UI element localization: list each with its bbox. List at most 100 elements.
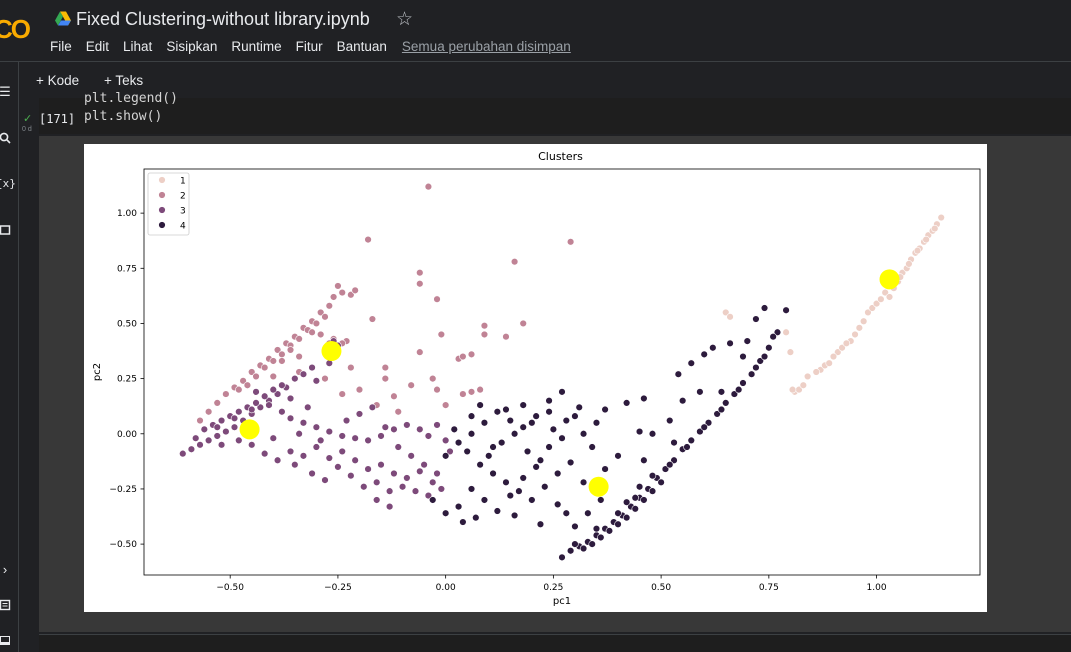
scatter-point-cluster-1 xyxy=(864,308,872,317)
scatter-point-cluster-2 xyxy=(433,295,441,303)
menu-view[interactable]: Lihat xyxy=(123,39,153,54)
legend-label-1: 1 xyxy=(180,177,186,187)
x-tick-label: 0.00 xyxy=(436,583,456,593)
scatter-point-cluster-4 xyxy=(558,388,566,396)
cell-output: Clusters −0.50 −0.25 0.00 0.25 0.50 0.75 1.00 … xyxy=(39,136,1071,632)
y-tick-label: 0.50 xyxy=(117,319,137,329)
scatter-point-cluster-4 xyxy=(670,456,678,464)
legend-label-3: 3 xyxy=(180,207,186,217)
scatter-point-cluster-4 xyxy=(497,438,506,447)
code-line[interactable]: plt.show() xyxy=(84,109,163,124)
scatter-point-cluster-3 xyxy=(321,476,329,484)
scatter-point-cluster-4 xyxy=(760,304,769,312)
scatter-figure: Clusters −0.50 −0.25 0.00 0.25 0.50 0.75 1.00 … xyxy=(84,144,987,612)
scatter-point-cluster-4 xyxy=(670,438,678,447)
scatter-point-cluster-4 xyxy=(605,527,614,535)
star-icon[interactable]: ☆ xyxy=(396,9,414,30)
scatter-point-cluster-4 xyxy=(579,430,588,438)
scatter-point-cluster-1 xyxy=(937,213,945,222)
scatter-point-cluster-4 xyxy=(601,405,609,414)
scatter-point-cluster-4 xyxy=(631,494,639,502)
scatter-point-cluster-2 xyxy=(295,335,303,343)
scatter-point-cluster-1 xyxy=(838,344,846,352)
scatter-point-cluster-4 xyxy=(502,405,510,414)
scatter-point-cluster-2 xyxy=(325,302,333,310)
scatter-point-cluster-3 xyxy=(411,487,420,495)
scatter-point-cluster-4 xyxy=(579,544,588,553)
add-text-button[interactable]: + Teks xyxy=(104,73,144,88)
scatter-point-cluster-4 xyxy=(752,363,760,372)
search-icon[interactable] xyxy=(0,132,14,147)
scatter-point-cluster-4 xyxy=(635,483,644,491)
terminal-icon[interactable] xyxy=(0,634,14,649)
menu-tools[interactable]: Fitur xyxy=(295,39,323,54)
scatter-point-cluster-3 xyxy=(338,432,346,440)
code-line[interactable]: plt.legend() xyxy=(84,91,178,106)
scatter-point-cluster-4 xyxy=(450,425,458,434)
scatter-point-cluster-3 xyxy=(368,403,377,412)
scatter-point-cluster-3 xyxy=(377,460,385,469)
code-editor[interactable]: plt.legend() plt.show() xyxy=(39,91,1071,134)
scatter-point-cluster-4 xyxy=(536,456,545,464)
scatter-point-cluster-4 xyxy=(769,332,777,341)
colab-logo[interactable]: CO xyxy=(0,14,31,44)
add-code-button[interactable]: + Kode xyxy=(36,73,80,88)
menu-runtime[interactable]: Runtime xyxy=(231,39,282,54)
scatter-point-cluster-4 xyxy=(743,337,751,345)
scatter-point-cluster-3 xyxy=(385,502,394,511)
scatter-point-cluster-3 xyxy=(295,430,303,438)
scatter-point-cluster-4 xyxy=(480,496,489,504)
scatter-point-cluster-4 xyxy=(467,430,476,438)
scatter-point-cluster-2 xyxy=(416,269,424,277)
next-code-cell[interactable] xyxy=(39,634,1071,652)
scatter-point-cluster-1 xyxy=(788,385,797,394)
scatter-point-cluster-4 xyxy=(519,474,527,482)
variables-icon[interactable]: {x} xyxy=(0,177,16,190)
scatter-point-cluster-2 xyxy=(286,346,295,354)
menu-file[interactable]: File xyxy=(50,39,72,54)
menu-icon[interactable]: ☰ xyxy=(0,84,11,99)
check-icon[interactable]: ✓ xyxy=(23,113,33,125)
scatter-point-cluster-3 xyxy=(394,443,402,451)
scatter-point-cluster-3 xyxy=(248,405,256,414)
scatter-point-cluster-3 xyxy=(446,447,454,456)
menu-edit[interactable]: Edit xyxy=(85,39,110,54)
scatter-point-cluster-3 xyxy=(278,381,286,389)
menu-help[interactable]: Bantuan xyxy=(336,39,387,54)
y-axis: −0.50 −0.25 0.00 0.25 0.50 0.75 1.00 xyxy=(109,209,144,550)
code-cell[interactable]: ✓ 0 d plt.legend() plt.show() [171] xyxy=(19,91,1071,136)
scatter-point-cluster-1 xyxy=(872,299,881,308)
scatter-point-cluster-4 xyxy=(704,419,713,427)
scatter-point-cluster-4 xyxy=(648,430,657,438)
scatter-point-cluster-2 xyxy=(213,399,221,407)
legend-marker-1 xyxy=(158,176,166,184)
scatter-point-cluster-2 xyxy=(338,288,346,297)
scatter-point-cluster-4 xyxy=(575,403,583,412)
google-drive-icon[interactable] xyxy=(55,11,71,26)
legend-label-4: 4 xyxy=(180,222,186,232)
scatter-point-cluster-3 xyxy=(299,452,308,460)
snippets-icon[interactable] xyxy=(0,599,14,614)
expand-icon[interactable]: › xyxy=(2,562,8,577)
scatter-point-cluster-3 xyxy=(398,483,407,491)
notebook-title[interactable]: Fixed Clustering-without library.ipynb xyxy=(76,9,370,29)
x-tick-label: 0.25 xyxy=(543,583,563,593)
scatter-point-cluster-4 xyxy=(523,447,532,456)
files-icon[interactable] xyxy=(0,224,14,239)
scatter-point-cluster-4 xyxy=(441,452,450,460)
scatter-point-cluster-3 xyxy=(291,460,299,469)
menu-insert[interactable]: Sisipkan xyxy=(166,39,218,54)
scatter-point-cluster-2 xyxy=(433,385,441,394)
scatter-point-cluster-2 xyxy=(510,257,519,266)
scatter-point-cluster-4 xyxy=(622,399,631,407)
scatter-point-cluster-4 xyxy=(739,379,747,387)
scatter-point-cluster-2 xyxy=(394,408,402,416)
scatter-point-cluster-4 xyxy=(532,412,540,420)
scatter-point-cluster-3 xyxy=(390,469,398,478)
scatter-point-cluster-4 xyxy=(493,507,502,515)
legend-marker-4 xyxy=(158,221,166,229)
scatter-point-cluster-1 xyxy=(881,288,889,297)
scatter-point-cluster-2 xyxy=(441,401,450,409)
scatter-point-cluster-4 xyxy=(510,511,519,520)
save-status-link[interactable]: Semua perubahan disimpan xyxy=(401,39,571,54)
